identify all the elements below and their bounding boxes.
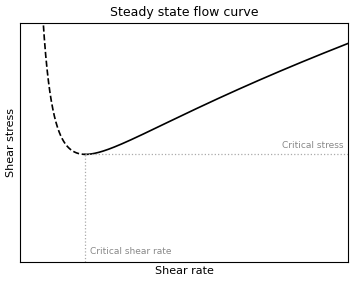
Text: Critical shear rate: Critical shear rate [90, 247, 172, 256]
X-axis label: Shear rate: Shear rate [155, 266, 213, 276]
Title: Steady state flow curve: Steady state flow curve [110, 6, 258, 19]
Y-axis label: Shear stress: Shear stress [6, 108, 16, 177]
Text: Critical stress: Critical stress [282, 141, 343, 149]
